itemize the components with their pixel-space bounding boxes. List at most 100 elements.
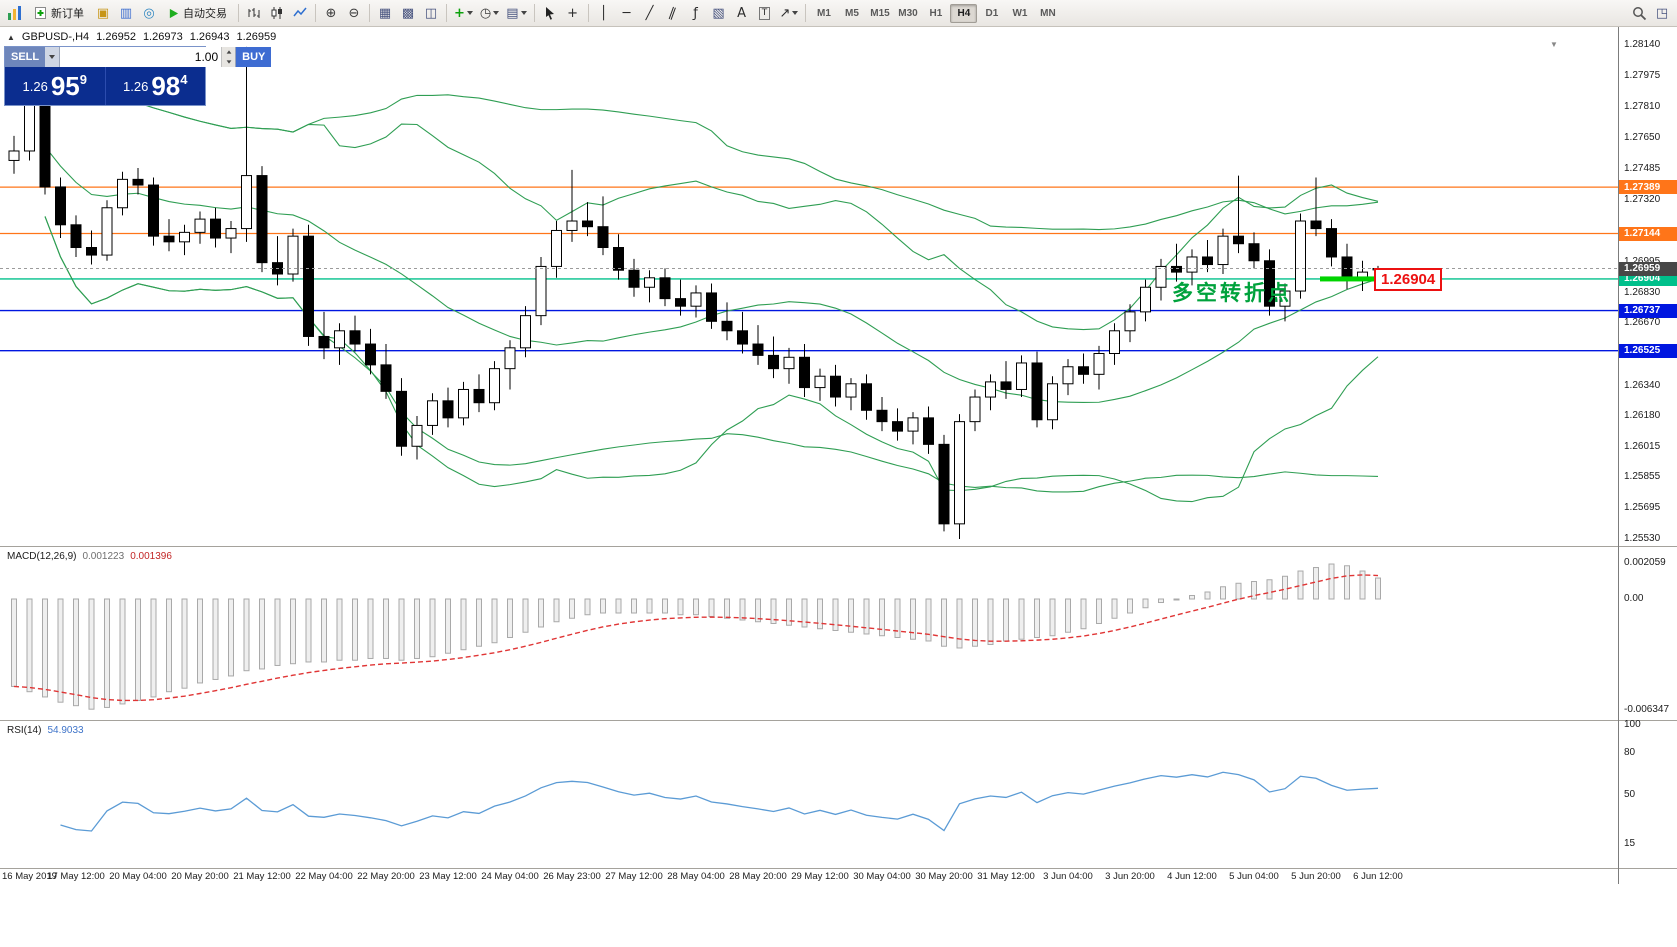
time-axis-label: 30 May 20:00 (915, 871, 973, 882)
rsi-line (60, 771, 1379, 832)
price-callout-label: 1.26904 (1374, 268, 1443, 291)
profiles-icon[interactable]: ▣ (92, 3, 114, 24)
time-axis-label: 17 May 12:00 (47, 871, 105, 882)
bar-chart-icon[interactable] (243, 3, 265, 24)
main-chart-canvas[interactable] (0, 27, 1618, 546)
price-axis-label: 50 (1624, 789, 1636, 800)
chevron-up-icon (226, 50, 232, 54)
templates-icon[interactable]: ▤ (503, 3, 529, 24)
arrange-windows-icon[interactable]: ◫ (420, 3, 442, 24)
search-icon[interactable] (1628, 3, 1650, 24)
timeframe-button-m5[interactable]: M5 (838, 4, 865, 23)
tile-windows-icon[interactable]: ▦ (374, 3, 396, 24)
fibonacci-icon[interactable]: ƒ (685, 3, 707, 24)
zoom-out-icon[interactable]: ⊖ (343, 3, 365, 24)
arrows-icon[interactable]: ↗ (777, 3, 802, 24)
rsi-panel-canvas[interactable] (0, 722, 1618, 868)
zoom-in-icon[interactable]: ⊕ (320, 3, 342, 24)
panel-separator[interactable] (0, 720, 1677, 721)
time-axis-label: 23 May 12:00 (419, 871, 477, 882)
toolbar: 新订单 ▣ ▥ ◎ 自动交易 ⊕ ⊖ ▦ ▩ ◫ + ◷ ▤ + │ ─ ╱ ∥ ƒ ▧ A T ↗ M1 M5 M15 M30 H1… (0, 0, 1677, 27)
line-chart-icon[interactable] (289, 3, 311, 24)
order-options-dropdown[interactable] (45, 47, 60, 67)
price-axis-label: 1.25530 (1624, 532, 1661, 544)
time-axis-label: 6 Jun 12:00 (1353, 871, 1403, 882)
time-axis-label: 31 May 12:00 (977, 871, 1035, 882)
timeframe-button-d1[interactable]: D1 (978, 4, 1005, 23)
chevron-down-icon (49, 55, 56, 59)
price-axis-label: 1.27320 (1624, 194, 1661, 206)
trend-highlight-segment (1320, 276, 1374, 282)
time-axis-label: 21 May 12:00 (233, 871, 291, 882)
timeframe-button-h4[interactable]: H4 (950, 3, 978, 23)
crosshair-icon[interactable]: + (562, 3, 584, 24)
periods-icon[interactable]: ◷ (477, 3, 502, 24)
scroll-to-end-marker: ▼ (1550, 40, 1558, 49)
price-axis-label: 1.25695 (1624, 501, 1661, 513)
time-axis-label: 3 Jun 04:00 (1043, 871, 1093, 882)
price-tag: 1.26525 (1619, 343, 1677, 358)
price-axis[interactable]: 1.28140 1.27975 1.27810 1.27650 1.27485 1.273… (1619, 27, 1677, 868)
new-order-button[interactable]: 新订单 (27, 3, 91, 24)
price-axis-border (1618, 27, 1619, 884)
terminal-icon[interactable]: ◎ (138, 3, 160, 24)
candlestick-chart-icon[interactable] (266, 3, 288, 24)
price-axis-label: 1.26830 (1624, 286, 1661, 298)
trendline-icon[interactable]: ╱ (639, 3, 661, 24)
toolbar-separator (238, 4, 239, 22)
toolbar-separator (533, 4, 535, 22)
volume-increase-button[interactable] (222, 47, 236, 57)
ohlc-open: 1.26952 (96, 31, 136, 43)
collapse-trade-panel-icon[interactable]: ▲ (7, 32, 15, 42)
price-tag: 1.27389 (1619, 180, 1677, 195)
label-icon[interactable]: T (754, 3, 776, 24)
sell-button[interactable]: SELL (5, 47, 46, 67)
timeframe-button-h1[interactable]: H1 (922, 4, 949, 23)
toolbar-separator (446, 4, 447, 22)
indicators-icon[interactable]: + (451, 3, 476, 24)
buy-price-pip: 4 (180, 72, 188, 87)
toolbar-separator (369, 4, 370, 22)
sell-price-button[interactable]: 1.26 95 9 (5, 67, 106, 105)
price-axis-label: 1.26015 (1624, 441, 1661, 453)
cascade-windows-icon[interactable]: ▩ (397, 3, 419, 24)
ohlc-close: 1.26959 (236, 31, 277, 43)
cursor-icon[interactable] (539, 3, 561, 24)
buy-price-button[interactable]: 1.26 98 4 (106, 67, 206, 105)
time-axis-label: 16 May 2019 (2, 871, 57, 882)
volume-decrease-button[interactable] (222, 57, 236, 67)
channel-icon[interactable]: ∥ (662, 3, 684, 24)
volume-input[interactable] (60, 47, 222, 67)
price-axis-label: 100 (1624, 719, 1641, 730)
timeframe-button-w1[interactable]: W1 (1006, 4, 1033, 23)
panel-separator[interactable] (0, 546, 1677, 547)
timeframe-button-m15[interactable]: M15 (866, 4, 893, 23)
time-axis-label: 5 Jun 20:00 (1291, 871, 1341, 882)
timeframe-button-m30[interactable]: M30 (894, 4, 921, 23)
sell-price-big: 95 (50, 71, 80, 101)
time-axis[interactable]: 16 May 2019 17 May 12:00 20 May 04:00 20 Ma… (0, 869, 1618, 884)
community-icon[interactable]: ◳ (1651, 3, 1673, 24)
macd-signal-line (13, 574, 1379, 702)
macd-name: MACD(12,26,9) (7, 551, 77, 562)
shapes-icon[interactable]: ▧ (708, 3, 730, 24)
mt4-logo-icon[interactable] (4, 3, 26, 24)
buy-button[interactable]: BUY (236, 47, 272, 67)
timeframe-button-mn[interactable]: MN (1034, 4, 1061, 23)
navigator-icon[interactable]: ▥ (115, 3, 137, 24)
timeframe-button-m1[interactable]: M1 (810, 4, 837, 23)
horizontal-line-icon[interactable]: ─ (616, 3, 638, 24)
macd-panel-canvas[interactable] (0, 548, 1618, 718)
price-axis-label: -0.006347 (1624, 704, 1670, 715)
price-axis-label: 1.26180 (1624, 409, 1661, 421)
price-axis-label: 0.00 (1624, 593, 1644, 604)
buy-price-big: 98 (151, 71, 181, 101)
rsi-value: 54.9033 (47, 725, 84, 736)
macd-histogram (11, 563, 1381, 710)
price-tag: 1.26737 (1619, 303, 1677, 318)
autotrading-button[interactable]: 自动交易 (161, 3, 234, 24)
volume-field (59, 47, 237, 67)
text-icon[interactable]: A (731, 3, 753, 24)
vertical-line-icon[interactable]: │ (593, 3, 615, 24)
